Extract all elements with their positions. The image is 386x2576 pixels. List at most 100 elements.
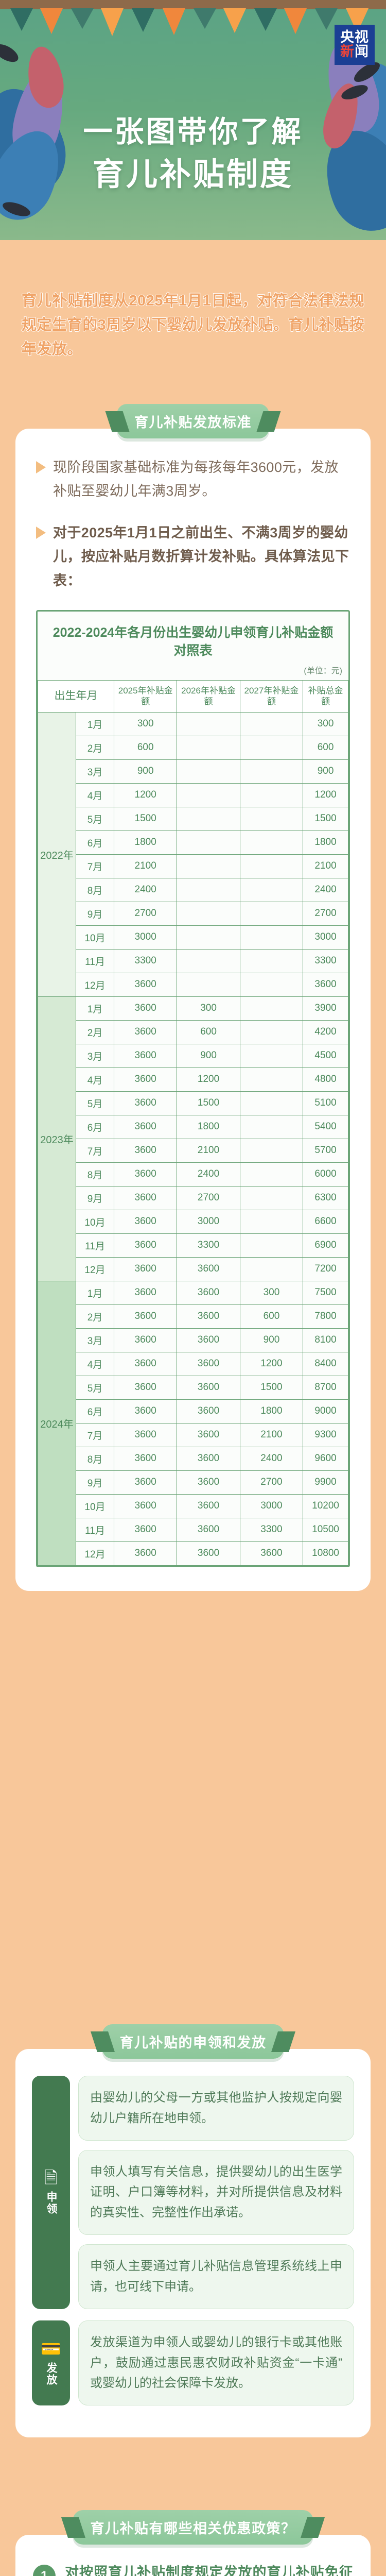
- cell-amount-2025: 3600: [113, 1138, 178, 1163]
- cell-birth-month: 8月: [76, 877, 114, 902]
- table-row: 12月 3600 3600 7200: [38, 1257, 348, 1281]
- table-row: 2月 600 600: [38, 735, 348, 760]
- cell-birth-month: 3月: [76, 759, 114, 784]
- table-row: 7月 2100 2100: [38, 854, 348, 878]
- cell-amount-total: 5100: [303, 1091, 348, 1115]
- table-row: 3月 3600 3600 900 8100: [38, 1328, 348, 1352]
- section-apply-and-disburse: 育儿补贴的申领和发放 🗎 申领 由婴幼儿的父母一方或其他监护人按规定向婴幼儿户籍所在…: [15, 2024, 371, 2438]
- table-row: 10月 3000 3000: [38, 925, 348, 950]
- cell-amount-2026: 2400: [177, 1162, 240, 1187]
- cell-amount-2026: 900: [177, 1043, 240, 1068]
- cell-amount-total: 9300: [303, 1422, 348, 1447]
- process-badge: 🗎 申领: [32, 2076, 70, 2309]
- cell-amount-2026: 3600: [177, 1304, 240, 1329]
- process-group: 💳 发放 发放渠道为申领人或婴幼儿的银行卡或其他账户，鼓励通过惠民惠农财政补贴资金“…: [32, 2320, 354, 2406]
- triangle-bullet-icon: [36, 461, 46, 473]
- cell-amount-total: 7200: [303, 1257, 348, 1281]
- cell-amount-2027: 2400: [239, 1446, 304, 1471]
- intro-paragraph: 育儿补贴制度从2025年1月1日起，对符合法律法规规定生育的3周岁以下婴幼儿发放…: [21, 292, 365, 358]
- table-title: 2022-2024年各月份出生婴幼儿申领育儿补贴金额对照表: [52, 625, 334, 658]
- cell-amount-total: 300: [303, 711, 348, 736]
- cell-amount-2027: [239, 711, 304, 736]
- cell-birth-year: 2024年: [38, 1280, 76, 1566]
- cell-amount-2027: [239, 1257, 304, 1281]
- cell-amount-2025: 3600: [113, 972, 178, 997]
- cell-birth-month: 2月: [76, 1304, 114, 1329]
- bunting-flag: [40, 8, 63, 34]
- cell-amount-2027: [239, 1020, 304, 1044]
- cell-birth-month: 12月: [76, 1541, 114, 1566]
- cell-amount-total: 9000: [303, 1399, 348, 1423]
- cell-amount-2027: 1200: [239, 1351, 304, 1376]
- process-item: 由婴幼儿的父母一方或其他监护人按规定向婴幼儿户籍所在地申领。: [78, 2076, 354, 2141]
- table-row: 9月 3600 2700 6300: [38, 1185, 348, 1210]
- cell-amount-2027: [239, 1114, 304, 1139]
- process-item: 申领人主要通过育儿补贴信息管理系统线上申请，也可线下申请。: [78, 2244, 354, 2309]
- cell-amount-2027: [239, 735, 304, 760]
- cell-amount-2027: 3300: [239, 1517, 304, 1542]
- cell-amount-2026: [177, 948, 240, 973]
- cell-birth-month: 9月: [76, 1470, 114, 1495]
- cell-amount-2027: [239, 1209, 304, 1234]
- cell-amount-2026: 3600: [177, 1494, 240, 1518]
- cell-birth-month: 2月: [76, 1020, 114, 1044]
- table-row: 7月 3600 2100 5700: [38, 1138, 348, 1163]
- header-top-bar: [0, 0, 386, 9]
- cell-amount-2026: 1800: [177, 1114, 240, 1139]
- subsidy-amount-table: 出生年月 2025年补贴金额 2026年补贴金额 2027年补贴金额 补贴总金额…: [38, 680, 348, 1566]
- policy-item: 1 对按照育儿补贴制度规定发放的育儿补贴免征个人所得税。: [33, 2562, 353, 2576]
- cell-amount-2025: 3600: [113, 1091, 178, 1115]
- cell-birth-month: 3月: [76, 1328, 114, 1352]
- table-row: 6月 3600 3600 1800 9000: [38, 1399, 348, 1423]
- page-header: 央视 新闻 一张图带你了解 育儿补贴制度: [0, 0, 386, 240]
- cell-birth-month: 4月: [76, 1067, 114, 1092]
- cell-birth-month: 10月: [76, 925, 114, 950]
- cell-amount-2027: 3600: [239, 1541, 304, 1566]
- cell-amount-total: 5400: [303, 1114, 348, 1139]
- cell-amount-2026: 3600: [177, 1351, 240, 1376]
- section-tab-policy: 育儿补贴有哪些相关优惠政策？: [73, 2510, 313, 2545]
- cell-birth-month: 7月: [76, 854, 114, 878]
- cctv-news-logo: 央视 新闻: [335, 25, 375, 65]
- cell-amount-2026: [177, 925, 240, 950]
- cell-amount-2025: 3600: [113, 1233, 178, 1258]
- cell-birth-month: 11月: [76, 948, 114, 973]
- cell-amount-total: 6000: [303, 1162, 348, 1187]
- page-title-line-2: 育儿补贴制度: [92, 157, 293, 192]
- cell-amount-2025: 3600: [113, 1399, 178, 1423]
- cell-amount-2025: 3600: [113, 1185, 178, 1210]
- cell-amount-2025: 3600: [113, 1043, 178, 1068]
- table-row: 3月 3600 900 4500: [38, 1043, 348, 1068]
- cell-amount-2025: 3300: [113, 948, 178, 973]
- cell-amount-2026: 3600: [177, 1422, 240, 1447]
- table-row: 4月 3600 1200 4800: [38, 1067, 348, 1092]
- table-row: 4月 3600 3600 1200 8400: [38, 1351, 348, 1376]
- cell-amount-total: 1500: [303, 806, 348, 831]
- cell-birth-month: 1月: [76, 1280, 114, 1305]
- cell-amount-2026: [177, 972, 240, 997]
- cell-birth-month: 6月: [76, 830, 114, 855]
- intro-block: 育儿补贴制度从2025年1月1日起，对符合法律法规规定生育的3周岁以下婴幼儿发放…: [0, 240, 386, 405]
- bunting-flag: [163, 8, 185, 35]
- cell-amount-2027: [239, 901, 304, 926]
- table-row: 8月 3600 2400 6000: [38, 1162, 348, 1187]
- logo-char-red: 新: [340, 44, 355, 59]
- leaf-decoration: [0, 40, 22, 66]
- table-row: 6月 1800 1800: [38, 830, 348, 855]
- cell-amount-total: 2700: [303, 901, 348, 926]
- cell-amount-2026: [177, 735, 240, 760]
- table-body: 2022年 1月 300 300 2月 600 600 3月 900 900 4月 1200 1200 5…: [38, 711, 348, 1566]
- cell-amount-total: 3900: [303, 996, 348, 1021]
- table-row: 2023年 1月 3600 300 3900: [38, 996, 348, 1281]
- cell-amount-total: 2100: [303, 854, 348, 878]
- cell-birth-month: 5月: [76, 1091, 114, 1115]
- bunting-decoration: [0, 8, 386, 37]
- cell-amount-2027: [239, 996, 304, 1021]
- col-header-2025: 2025年补贴金额: [113, 680, 178, 713]
- policy-list: 1对按照育儿补贴制度规定发放的育儿补贴免征个人所得税。2在最低生活保障对象、特困…: [33, 2562, 353, 2576]
- cell-amount-2025: 3600: [113, 1541, 178, 1566]
- cell-amount-2026: 2100: [177, 1138, 240, 1163]
- policy-number-badge: 1: [33, 2565, 56, 2576]
- cell-amount-2025: 3600: [113, 996, 178, 1021]
- cell-amount-2027: [239, 830, 304, 855]
